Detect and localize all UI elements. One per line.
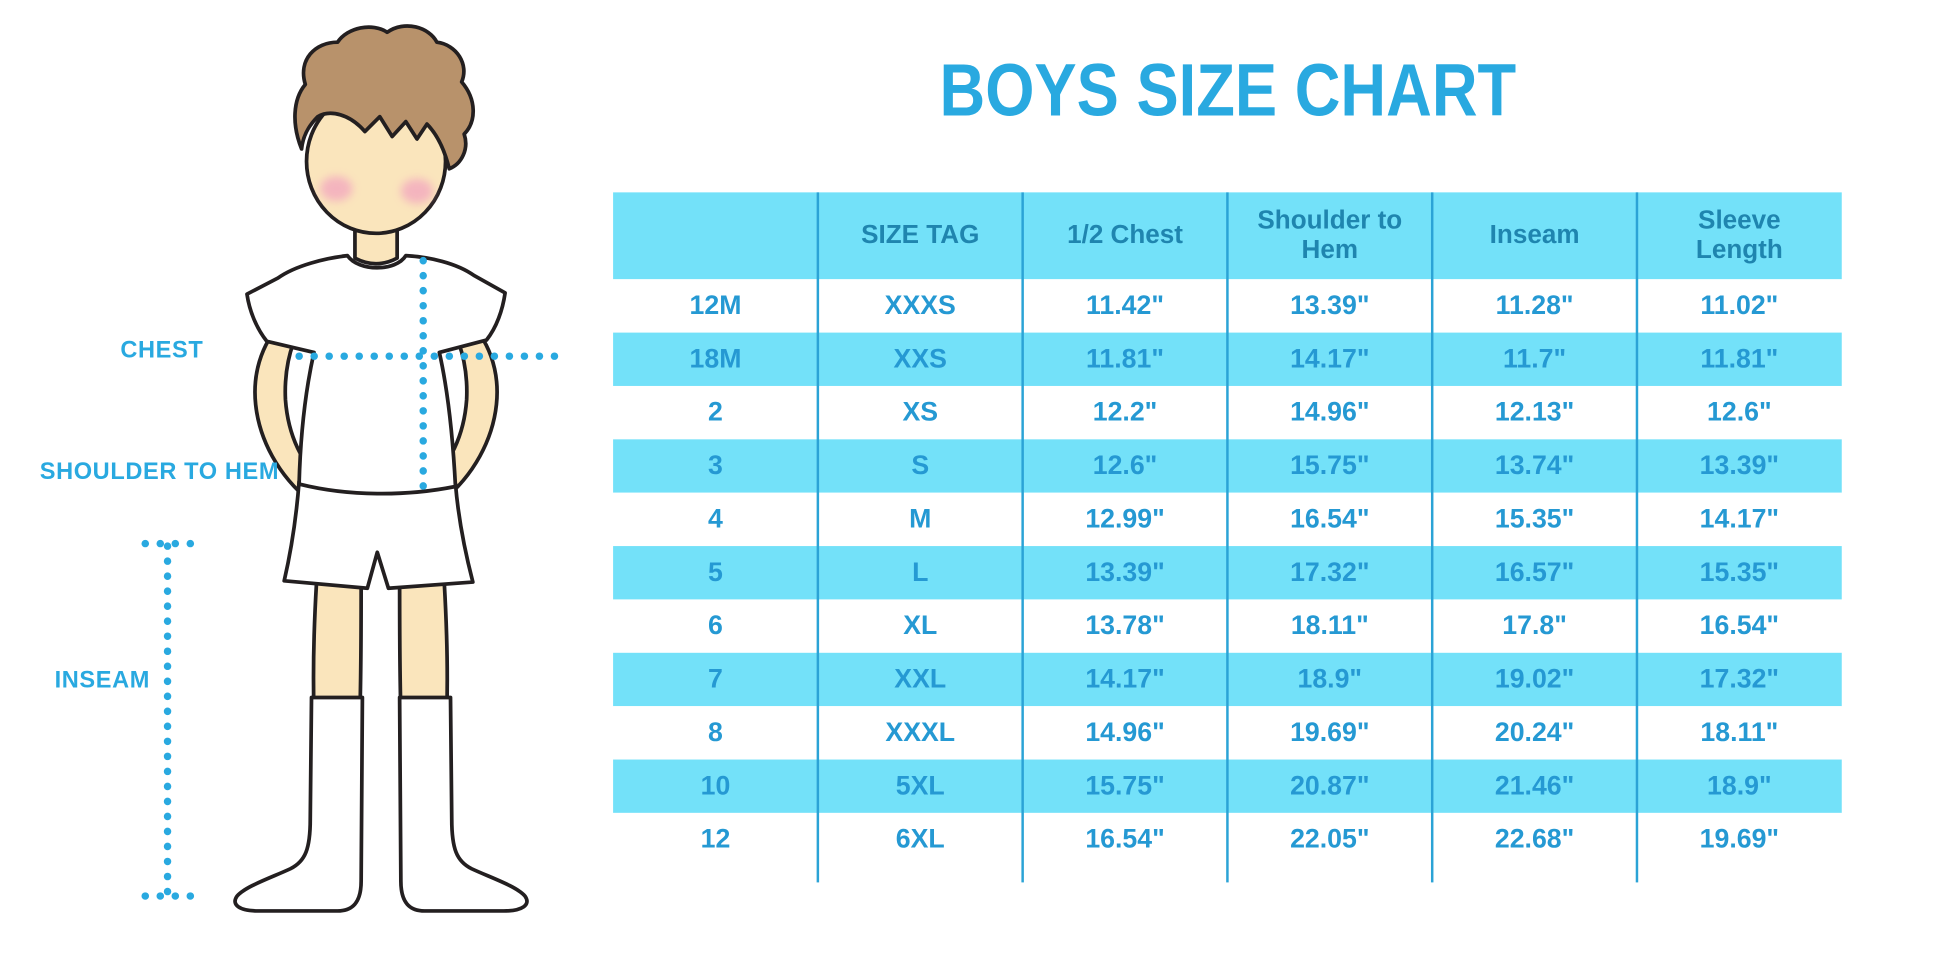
column-header-1-2-chest: 1/2 Chest — [1067, 220, 1183, 250]
table-cell: 22.68" — [1494, 824, 1575, 854]
boy-tshirt — [245, 253, 507, 496]
table-cell: 8 — [708, 717, 723, 748]
table-cell: 16.54" — [1290, 503, 1370, 534]
table-cell: 16.57" — [1494, 557, 1575, 588]
table-cell: 12.2" — [1092, 397, 1158, 427]
table-cell: 11.02" — [1700, 290, 1779, 321]
table-cell: 21.46" — [1494, 770, 1575, 801]
column-divider — [816, 192, 820, 883]
boy-sock-right — [397, 695, 529, 913]
table-cell: 4 — [708, 503, 723, 534]
table-cell: 11.28" — [1495, 290, 1574, 321]
table-cell: 6 — [708, 610, 723, 641]
table-cell: 11.81" — [1086, 343, 1165, 374]
table-cell: 18.11" — [1700, 717, 1779, 748]
column-divider — [1021, 192, 1024, 883]
column-header-size-tag: SIZE TAG — [861, 220, 980, 250]
table-cell: 13.39" — [1290, 290, 1370, 321]
table-cell: 11.42" — [1086, 290, 1165, 321]
table-cell: 14.17" — [1290, 343, 1370, 374]
column-header-sleeve-length: Sleeve Length — [1695, 205, 1783, 265]
table-cell: 20.24" — [1494, 717, 1575, 748]
table-cell: 12.99" — [1085, 503, 1165, 534]
column-header-shoulder-to-hem: Shoulder to Hem — [1257, 205, 1403, 265]
table-cell: 18M — [689, 343, 742, 374]
table-cell: XXXL — [885, 717, 956, 748]
table-cell: XS — [902, 397, 939, 427]
table-cell: 13.78" — [1085, 610, 1165, 641]
table-cell: 2 — [708, 397, 723, 427]
table-cell: 17.32" — [1290, 557, 1370, 588]
table-cell: S — [911, 450, 930, 481]
table-cell: 13.39" — [1699, 450, 1780, 481]
size-table: SIZE TAG 1/2 Chest Shoulder to Hem Inseam Sl… — [613, 192, 1842, 887]
table-cell: 11.81" — [1700, 343, 1779, 374]
column-header-inseam: Inseam — [1489, 220, 1580, 250]
table-cell: 12 — [700, 824, 731, 854]
table-cell: 20.87" — [1290, 770, 1370, 801]
table-cell: 19.69" — [1290, 717, 1370, 748]
table-cell: 18.11" — [1290, 610, 1369, 641]
boy-illustration — [141, 24, 569, 913]
table-cell: 11.7" — [1503, 343, 1567, 374]
table-cell: M — [909, 503, 932, 534]
table-cell: 14.17" — [1699, 503, 1780, 534]
column-divider — [1226, 192, 1229, 883]
boy-leg-right — [397, 581, 450, 715]
page-title: BOYS SIZE CHART — [939, 48, 1516, 132]
table-cell: 17.8" — [1502, 610, 1567, 641]
table-cell: 14.96" — [1085, 717, 1165, 748]
table-cell: XXL — [894, 663, 947, 694]
table-cell: 12.6" — [1707, 397, 1772, 427]
table-cell: 19.02" — [1494, 663, 1575, 694]
table-cell: XXXS — [884, 290, 956, 321]
table-cell: 19.69" — [1699, 824, 1780, 854]
table-cell: 15.75" — [1290, 450, 1370, 481]
shoulder-to-hem-label: SHOULDER TO HEM — [39, 459, 280, 486]
boy-hair — [293, 24, 476, 171]
boy-cheek-left — [320, 176, 353, 202]
boy-sock-left — [233, 695, 365, 913]
table-cell: 17.32" — [1699, 663, 1780, 694]
table-cell: 18.9" — [1707, 770, 1772, 801]
table-cell: 10 — [700, 770, 731, 801]
table-cell: 15.35" — [1494, 503, 1575, 534]
table-cell: 22.05" — [1290, 824, 1370, 854]
table-cell: 15.75" — [1085, 770, 1165, 801]
table-cell: 5 — [708, 557, 723, 588]
table-cell: XL — [903, 610, 938, 641]
table-cell: 12.6" — [1092, 450, 1158, 481]
table-cell: 12M — [689, 290, 742, 321]
column-header-blank — [613, 192, 818, 279]
table-cell: 18.9" — [1297, 663, 1363, 694]
table-cell: 6XL — [895, 824, 945, 854]
table-cell: XXS — [893, 343, 947, 374]
table-cell: 16.54" — [1085, 824, 1165, 854]
inseam-label: INSEAM — [54, 667, 151, 694]
table-cell: 12.13" — [1494, 397, 1575, 427]
table-cell: 14.96" — [1290, 397, 1370, 427]
boy-shorts — [282, 479, 475, 591]
boy-cheek-right — [400, 178, 434, 204]
table-cell: 16.54" — [1699, 610, 1780, 641]
chest-label: CHEST — [120, 337, 204, 364]
table-cell: 13.74" — [1494, 450, 1575, 481]
table-cell: 13.39" — [1085, 557, 1165, 588]
boy-leg-left — [311, 581, 364, 715]
table-cell: 5XL — [895, 770, 945, 801]
table-cell: 15.35" — [1699, 557, 1780, 588]
table-cell: L — [912, 557, 929, 588]
column-divider — [1430, 192, 1434, 883]
table-cell: 14.17" — [1085, 663, 1165, 694]
column-divider — [1635, 192, 1639, 883]
table-cell: 3 — [708, 450, 723, 481]
table-cell: 7 — [708, 663, 723, 694]
